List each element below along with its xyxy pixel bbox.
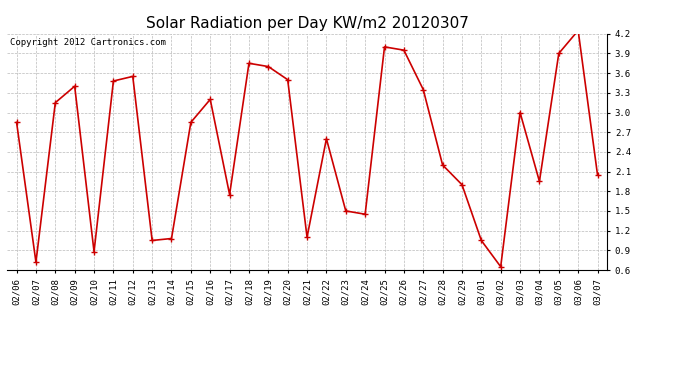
Text: Copyright 2012 Cartronics.com: Copyright 2012 Cartronics.com xyxy=(10,39,166,48)
Title: Solar Radiation per Day KW/m2 20120307: Solar Radiation per Day KW/m2 20120307 xyxy=(146,16,469,31)
